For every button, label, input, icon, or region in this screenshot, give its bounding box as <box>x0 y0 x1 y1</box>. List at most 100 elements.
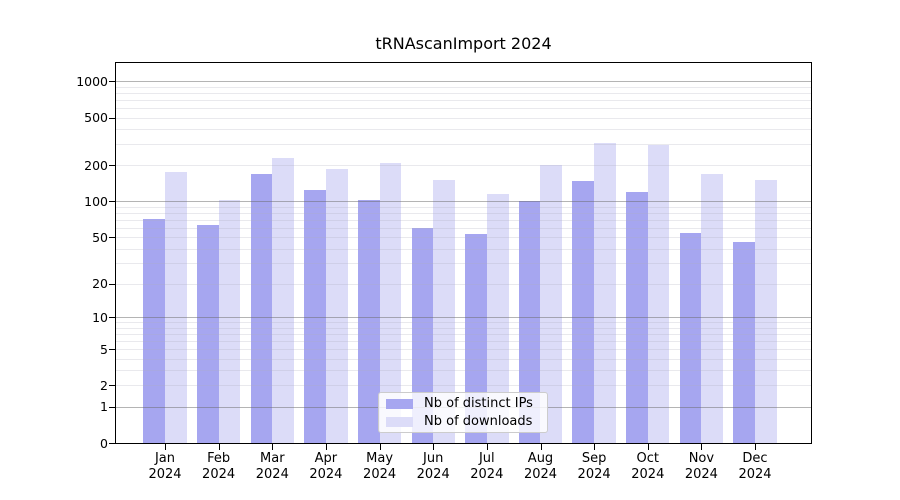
bar <box>572 181 595 443</box>
y-tick-label: 10 <box>92 310 108 325</box>
x-tick-label: Oct 2024 <box>631 451 665 482</box>
legend-item-distinct-ips: Nb of distinct IPs <box>386 395 547 411</box>
gridline-major <box>116 81 811 82</box>
y-tick-mark <box>109 201 115 202</box>
bar <box>304 189 326 443</box>
x-tick-mark <box>433 444 435 450</box>
bars-layer <box>116 63 811 443</box>
x-tick-label: Sep 2024 <box>577 451 611 482</box>
x-tick-label: Feb 2024 <box>202 451 236 482</box>
x-tick-mark <box>165 444 166 450</box>
bar <box>486 194 509 443</box>
bar <box>433 179 455 443</box>
gridline-minor <box>116 370 811 371</box>
x-tick-mark <box>594 444 596 450</box>
gridline-minor <box>116 87 811 88</box>
bar <box>143 219 165 443</box>
bar <box>594 142 616 443</box>
x-tick-label: Apr 2024 <box>309 451 343 482</box>
gridline-minor <box>116 100 811 101</box>
y-tick-label: 20 <box>92 276 108 292</box>
y-tick-label: 100 <box>84 193 108 209</box>
bar <box>325 168 348 443</box>
y-tick-mark <box>109 349 115 350</box>
gridline-minor <box>116 341 811 342</box>
bar <box>379 162 402 443</box>
bar <box>701 173 724 443</box>
x-tick-mark <box>755 444 756 450</box>
gridline-minor <box>116 322 811 323</box>
gridline-major <box>116 317 811 318</box>
gridline-minor <box>116 93 811 94</box>
gridline-minor <box>116 334 811 335</box>
bar <box>465 234 487 443</box>
legend-item-downloads: Nb of downloads <box>386 413 547 429</box>
legend-label-downloads: Nb of downloads <box>424 413 533 429</box>
x-tick-mark <box>218 444 220 450</box>
y-tick-label: 2 <box>100 378 108 393</box>
legend: Nb of distinct IPs Nb of downloads <box>378 392 548 433</box>
gridline-minor <box>116 263 811 264</box>
gridline-minor <box>116 228 811 229</box>
bar <box>647 145 670 443</box>
gridline-minor <box>116 220 811 221</box>
legend-label-distinct-ips: Nb of distinct IPs <box>424 395 533 411</box>
gridline-minor <box>116 328 811 329</box>
gridline-minor <box>116 349 811 350</box>
bar <box>218 200 241 443</box>
gridline-minor <box>116 165 811 166</box>
bar <box>755 180 777 443</box>
x-tick-label: Dec 2024 <box>738 451 772 482</box>
y-tick-mark <box>109 118 115 119</box>
chart-title: tRNAscanImport 2024 <box>375 34 552 53</box>
y-tick-label: 200 <box>84 157 108 173</box>
bar <box>540 165 563 443</box>
bar <box>250 174 273 443</box>
x-tick-label: Nov 2024 <box>684 451 718 482</box>
gridline-minor <box>116 237 811 238</box>
y-tick-label: 1000 <box>76 73 108 89</box>
bar <box>357 199 380 443</box>
gridline-minor <box>116 108 811 109</box>
bar <box>733 241 756 443</box>
grid-layer <box>116 63 811 443</box>
x-tick-mark <box>486 444 488 450</box>
gridline-major <box>116 201 811 202</box>
y-tick-mark <box>109 317 115 318</box>
x-tick-mark <box>701 444 703 450</box>
bar <box>196 225 219 443</box>
gridline-minor <box>116 129 811 130</box>
y-tick-mark <box>109 81 115 82</box>
bar <box>411 227 434 443</box>
gridline-minor <box>116 359 811 360</box>
y-tick-mark <box>109 443 115 444</box>
x-tick-mark <box>379 444 381 450</box>
x-tick-mark <box>325 444 327 450</box>
bar <box>518 201 541 443</box>
legend-swatch-downloads-icon <box>386 416 413 427</box>
x-tick-mark <box>540 444 542 450</box>
bar <box>272 157 294 443</box>
x-tick-mark <box>647 444 649 450</box>
plot-area: 0 1 2 5 10 20 50 100 200 500 1000 Jan 2024 Feb 2024 M… <box>76 62 812 482</box>
bar <box>679 233 702 443</box>
x-tick-mark <box>272 444 274 450</box>
y-tick-label: 5 <box>100 341 108 357</box>
y-tick-label: 50 <box>92 229 108 245</box>
gridline-minor <box>116 249 811 250</box>
y-tick-mark <box>109 165 115 166</box>
y-tick-mark <box>109 284 115 285</box>
y-tick-label: 1 <box>100 399 108 415</box>
gridline-minor <box>116 207 811 208</box>
y-tick-mark <box>109 385 115 386</box>
gridline-minor <box>116 144 811 145</box>
y-tick-mark <box>109 407 115 408</box>
x-tick-label: Jan 2024 <box>148 451 182 482</box>
x-tick-label: Jul 2024 <box>470 451 504 482</box>
y-tick-mark <box>109 237 115 238</box>
bar <box>165 172 187 443</box>
gridline-minor <box>116 284 811 285</box>
legend-swatch-distinct-ips-icon <box>386 398 413 409</box>
axis-layer: 0 1 2 5 10 20 50 100 200 500 1000 Jan 2024 Feb 2024 M… <box>76 63 811 482</box>
